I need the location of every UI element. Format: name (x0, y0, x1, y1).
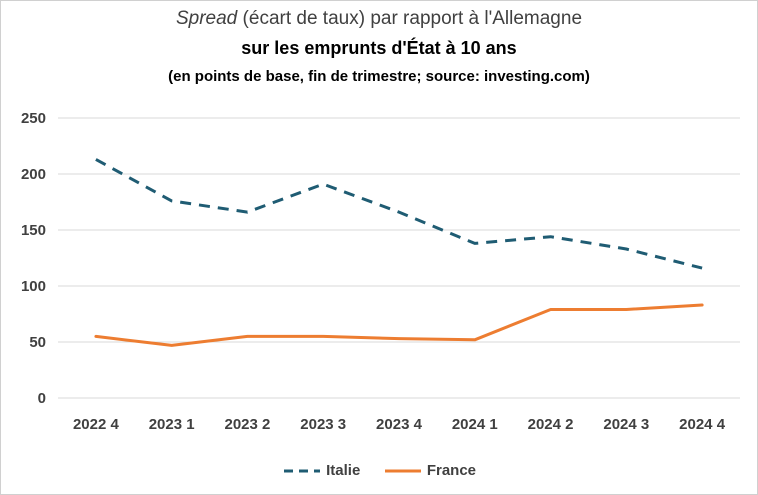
y-tick-label: 250 (21, 110, 46, 127)
x-tick-label: 2024 3 (603, 416, 649, 433)
x-tick-label: 2022 4 (73, 416, 120, 433)
chart-legend: Italie France (0, 462, 758, 479)
x-tick-label: 2024 1 (452, 416, 498, 433)
series-line-italie (95, 158, 703, 270)
chart-title-italic: Spread (175, 8, 238, 29)
x-tick-label: 2023 2 (224, 416, 270, 433)
x-tick-label: 2023 4 (376, 416, 423, 433)
chart-note: (en points de base, fin de trimestre; so… (168, 68, 590, 85)
legend-label-france: France (426, 462, 477, 479)
y-tick-label: 0 (38, 390, 46, 407)
y-tick-label: 50 (29, 334, 46, 351)
x-tick-label: 2024 2 (528, 416, 574, 433)
y-tick-label: 100 (21, 278, 46, 295)
y-tick-label: 200 (21, 166, 46, 183)
chart-subtitle: sur les emprunts d'État à 10 ans (241, 38, 517, 58)
y-tick-label: 150 (21, 222, 46, 239)
chart-title-rest: (écart de taux) par rapport à l'Allemagn… (237, 8, 583, 29)
legend-label-italie: Italie (326, 462, 361, 479)
x-tick-label: 2024 4 (679, 416, 726, 433)
series-line-france (94, 303, 704, 347)
x-tick-label: 2023 3 (300, 416, 346, 433)
x-tick-label: 2023 1 (149, 416, 195, 433)
legend-swatch-italie (283, 469, 320, 473)
legend-swatch-france (384, 469, 421, 473)
chart-title: Spread (écart de taux) par rapport à l'A… (0, 8, 758, 30)
